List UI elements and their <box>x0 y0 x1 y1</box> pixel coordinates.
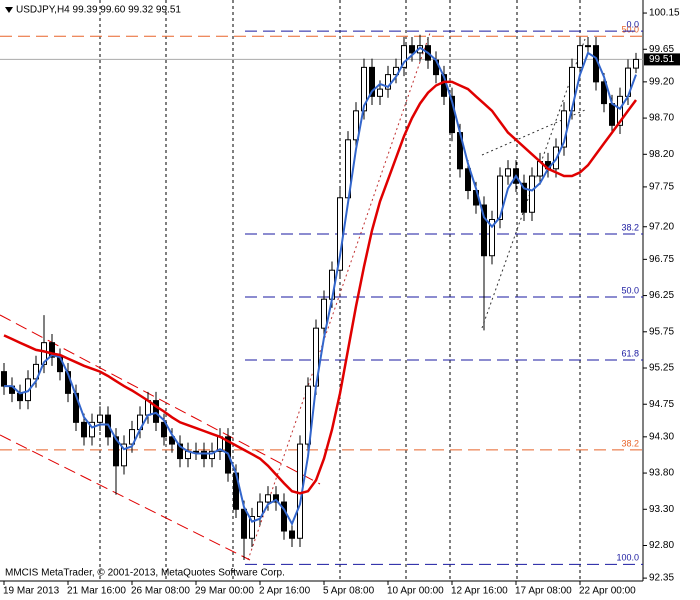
candle-body <box>97 414 103 423</box>
candle-body <box>281 501 287 532</box>
candle-body <box>377 88 383 97</box>
candle-body <box>257 501 263 518</box>
y-tick-label: 94.75 <box>649 399 674 410</box>
x-tick-label: 12 Apr 16:00 <box>451 586 508 597</box>
footer: MMCIS MetaTrader, © 2001-2013, MetaQuote… <box>5 568 285 579</box>
y-tick-label: 96.75 <box>649 254 674 265</box>
candle-body <box>273 494 279 503</box>
candle-body <box>529 175 535 213</box>
candle-body <box>177 443 183 460</box>
candle-body <box>121 443 127 467</box>
candle-body <box>305 385 311 445</box>
y-tick-label: 100.15 <box>649 8 680 19</box>
x-tick-label: 5 Apr 08:00 <box>323 586 375 597</box>
candle-body <box>113 436 119 467</box>
fib-label: 0.0 <box>626 20 639 30</box>
candle-body <box>153 400 159 423</box>
candle-body <box>369 66 375 97</box>
candle-body <box>49 342 55 358</box>
x-tick-label: 2 Apr 16:00 <box>259 586 311 597</box>
candle-body <box>81 421 87 438</box>
x-tick-label: 22 Apr 00:00 <box>579 586 636 597</box>
candle-body <box>633 58 639 69</box>
y-tick-label: 98.20 <box>649 149 674 160</box>
x-tick-label: 29 Mar 00:00 <box>195 586 254 597</box>
candle-body <box>521 182 527 213</box>
y-tick-label: 94.30 <box>649 431 674 442</box>
candle-body <box>353 110 359 141</box>
y-tick-label: 95.25 <box>649 363 674 374</box>
fib-label: 38.2 <box>621 438 639 448</box>
candle-body <box>89 421 95 438</box>
y-tick-label: 96.25 <box>649 290 674 301</box>
fib-label: 100.0 <box>616 553 639 563</box>
candle-body <box>497 175 503 221</box>
candle-body <box>241 508 247 539</box>
y-tick-label: 95.75 <box>649 326 674 337</box>
x-tick-label: 19 Mar 2013 <box>3 586 60 597</box>
fib-label: 50.0 <box>621 25 639 35</box>
y-tick-label: 93.80 <box>649 468 674 479</box>
y-tick-label: 99.20 <box>649 77 674 88</box>
y-tick-label: 92.35 <box>649 573 674 584</box>
y-tick-label: 92.80 <box>649 540 674 551</box>
candle-body <box>489 219 495 257</box>
candle-body <box>17 392 23 402</box>
candle-body <box>481 204 487 257</box>
price-badge-label: 99.51 <box>649 54 674 65</box>
y-tick-label: 97.75 <box>649 182 674 193</box>
x-tick-label: 26 Mar 08:00 <box>131 586 190 597</box>
candle-body <box>585 45 591 48</box>
channel-line <box>0 434 251 561</box>
candle-body <box>617 95 623 126</box>
candle-body <box>601 81 607 105</box>
fib-label: 38.2 <box>621 222 639 232</box>
candle-body <box>265 494 271 503</box>
candle-body <box>1 371 7 387</box>
y-tick-label: 97.20 <box>649 221 674 232</box>
candle-body <box>289 530 295 539</box>
candle-body <box>321 298 327 329</box>
chart-header: USDJPY,H4 99.39 99.60 99.32 99.51 <box>16 5 181 16</box>
candle-body <box>385 74 391 90</box>
candle-body <box>609 103 615 126</box>
candle-body <box>169 436 175 445</box>
candle-body <box>505 168 511 177</box>
x-tick-label: 17 Apr 08:00 <box>515 586 572 597</box>
collapse-icon <box>5 7 13 13</box>
fib-trend-lines <box>481 38 586 329</box>
candle-body <box>577 45 583 68</box>
fib-line <box>481 109 586 156</box>
x-tick-label: 10 Apr 00:00 <box>387 586 444 597</box>
y-tick-label: 93.30 <box>649 504 674 515</box>
y-tick-label: 99.65 <box>649 44 674 55</box>
candle-body <box>161 421 167 438</box>
candle-body <box>465 168 471 192</box>
candle-body <box>409 45 415 54</box>
y-tick-label: 98.70 <box>649 113 674 124</box>
period-separators <box>99 0 581 581</box>
candle-body <box>249 516 255 539</box>
candles <box>1 34 639 560</box>
moving-average <box>4 46 637 527</box>
candle-body <box>209 450 215 460</box>
fib-label: 61.8 <box>621 348 639 358</box>
price-badge <box>644 53 680 66</box>
moving-average <box>3 80 638 495</box>
fib-label: 50.0 <box>621 285 639 295</box>
fib-line <box>481 38 586 329</box>
candle-body <box>401 45 407 68</box>
x-tick-label: 21 Mar 16:00 <box>67 586 126 597</box>
candle-body <box>201 450 207 460</box>
